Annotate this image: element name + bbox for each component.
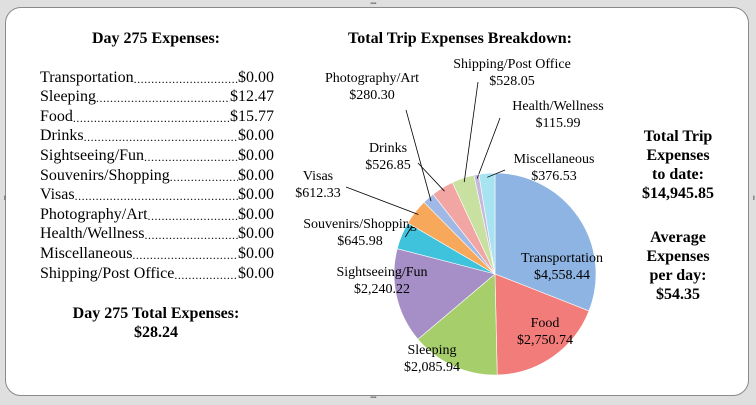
avg-label-1: Average [650,229,706,246]
expense-amount: $0.00 [238,205,274,223]
slice-value: $115.99 [536,116,581,131]
expense-row: Sightseeing/Fun $0.00 [40,145,274,165]
expense-amount: $15.77 [230,107,274,125]
expense-amount: $0.00 [238,146,274,164]
slice-value: $2,085.94 [404,360,460,375]
expense-amount: $0.00 [238,264,274,282]
expense-row: Souvenirs/Shopping $0.00 [40,165,274,185]
expense-category: Miscellaneous [40,244,133,262]
leader-line [404,225,413,238]
expense-row: Transportation $0.00 [40,67,274,87]
resize-handle-left[interactable]: ꞏꞏꞏ [0,195,9,200]
slice-value: $280.30 [349,88,395,103]
expense-category: Health/Wellness [40,225,145,243]
avg-label-3: per day: [649,267,707,284]
expense-amount: $0.00 [238,244,274,262]
trip-total-label-3: to date: [652,166,704,183]
expense-row: Visas $0.00 [40,185,274,205]
resize-handle-bottom[interactable]: ꞏꞏꞏꞏ [370,393,377,402]
resize-handle-top[interactable]: ꞏꞏꞏꞏ [370,0,377,8]
slice-label: Visas [303,169,333,184]
slice-label: Drinks [369,141,407,156]
pie-slice [494,273,590,376]
trip-total-value: $14,945.85 [642,185,714,202]
expense-category: Transportation [40,68,134,86]
expense-category: Food [40,107,73,125]
slice-value: $2,750.74 [517,333,573,348]
expense-amount: $0.00 [238,225,274,243]
expense-row: Photography/Art $0.00 [40,204,274,224]
day-total-value: $28.24 [134,324,178,341]
leader-line [345,186,419,215]
leader-line [463,81,479,183]
average-summary: Average Expenses per day: $54.35 [622,228,734,304]
pie-slice [417,273,498,376]
pie-slice [393,248,496,340]
expense-category: Photography/Art [40,205,148,223]
expense-amount: $0.00 [238,186,274,204]
expense-category: Sightseeing/Fun [40,146,145,164]
trip-total-label-2: Expenses [646,147,710,164]
day-total: Day 275 Total Expenses: $28.24 [40,304,272,342]
expense-row: Shipping/Post Office $0.00 [40,263,274,283]
slice-label: Photography/Art [325,71,419,86]
slice-label: Food [531,316,560,331]
pie-slice [478,172,496,275]
expense-row: Miscellaneous $0.00 [40,243,274,263]
slice-value: $376.53 [531,169,577,184]
leader-line [417,162,445,192]
chart-title: Total Trip Expenses Breakdown: [348,30,572,47]
expense-row: Food $15.77 [40,106,274,126]
expense-amount: $0.00 [238,127,274,145]
slice-value: $526.85 [365,158,411,173]
slice-value: $528.05 [489,74,535,89]
pie-slice [494,172,597,312]
expense-category: Sleeping [40,88,96,106]
leader-line [405,109,432,202]
expense-category: Souvenirs/Shopping [40,166,170,184]
expense-row: Sleeping $12.47 [40,87,274,107]
slice-value: $2,240.22 [354,282,410,297]
expense-row: Health/Wellness $0.00 [40,224,274,244]
leader-line [487,169,506,178]
expense-category: Visas [40,186,75,204]
avg-value: $54.35 [656,286,700,303]
day-expenses-title: Day 275 Expenses: [91,30,220,47]
expense-category: Shipping/Post Office [40,264,175,282]
expense-row: Drinks $0.00 [40,126,274,146]
slice-label: Sightseeing/Fun [336,265,427,280]
resize-handle-right[interactable]: ꞏꞏꞏ [749,195,756,200]
avg-label-2: Expenses [646,248,710,265]
expense-category: Drinks [40,127,84,145]
leader-line [476,117,501,179]
trip-total-summary: Total Trip Expenses to date: $14,945.85 [622,127,734,203]
slice-value: $612.33 [295,186,341,201]
trip-total-label-1: Total Trip [643,128,713,145]
slice-value: $4,558.44 [534,268,590,283]
slice-label: Sleeping [408,343,457,358]
slice-value: $645.98 [337,234,383,249]
expense-amount: $0.00 [238,68,274,86]
day-expense-list: Transportation $0.00 Sleeping $12.47 Food $15… [40,67,274,283]
slice-label: Souvenirs/Shopping [303,217,417,232]
slice-label: Shipping/Post Office [453,57,571,72]
day-total-label: Day 275 Total Expenses: [72,305,240,322]
expense-amount: $12.47 [230,88,274,106]
slice-label: Health/Wellness [512,99,603,114]
slice-label: Transportation [521,251,603,266]
expense-amount: $0.00 [238,166,274,184]
slice-label: Miscellaneous [514,152,595,167]
